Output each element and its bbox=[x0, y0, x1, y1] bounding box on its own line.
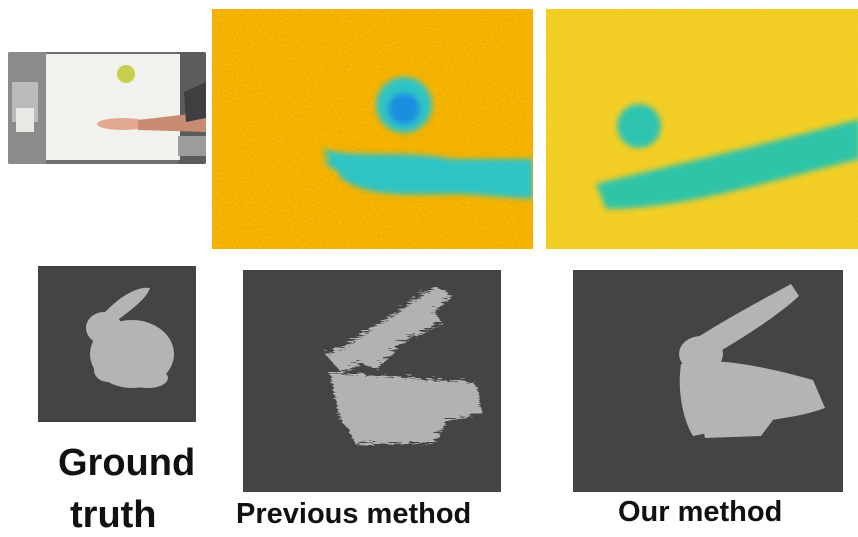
scene-photo bbox=[8, 52, 206, 164]
render-ground-truth bbox=[38, 266, 196, 422]
caption-ground-truth-line2: truth bbox=[70, 494, 157, 537]
render-previous-method bbox=[243, 270, 501, 492]
depth-map-previous bbox=[212, 9, 533, 249]
depth-map-ours bbox=[546, 9, 858, 249]
caption-previous-method: Previous method bbox=[236, 498, 471, 531]
caption-ground-truth-line1: Ground bbox=[58, 442, 195, 485]
caption-our-method: Our method bbox=[618, 496, 782, 529]
render-our-method bbox=[573, 270, 843, 492]
